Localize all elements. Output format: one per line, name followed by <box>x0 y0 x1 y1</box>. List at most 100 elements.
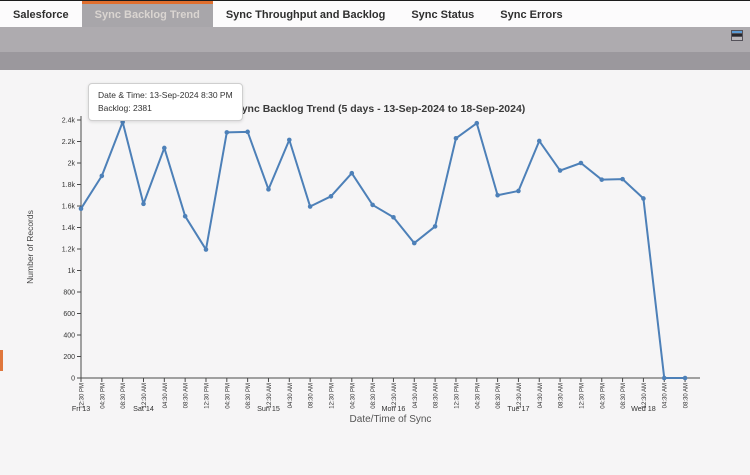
x-tick-label: 08:30 AM <box>309 383 315 408</box>
data-point[interactable] <box>516 188 521 194</box>
data-point[interactable] <box>182 213 188 219</box>
x-tick-label: 04:30 AM <box>288 383 294 408</box>
data-point[interactable] <box>557 168 563 173</box>
tab-sync-status[interactable]: Sync Status <box>411 9 475 21</box>
data-point[interactable] <box>245 129 250 135</box>
x-tick-label: 04:30 PM <box>600 383 606 409</box>
data-point[interactable] <box>287 137 292 143</box>
data-point[interactable] <box>474 120 480 126</box>
data-point[interactable] <box>307 204 313 209</box>
x-tick-label: 12:30 AM <box>267 383 273 408</box>
day-label: Mon 16 <box>381 404 405 413</box>
x-tick-label: 12:30 PM <box>204 383 210 409</box>
x-tick-label: 04:30 AM <box>163 383 169 408</box>
x-tick-label: 12:30 PM <box>80 383 86 409</box>
data-point[interactable] <box>78 206 84 211</box>
x-axis-title: Date/Time of Sync <box>350 414 432 425</box>
x-tick-label: 08:30 PM <box>371 383 377 409</box>
data-point[interactable] <box>141 201 146 207</box>
tooltip-datetime: Date & Time: 13-Sep-2024 8:30 PM <box>98 90 233 100</box>
data-point[interactable] <box>620 176 625 182</box>
day-label: Fri 13 <box>72 404 90 413</box>
chart-title: Sync Backlog Trend (5 days - 13-Sep-2024… <box>234 103 526 115</box>
x-tick-label: 12:30 PM <box>329 383 335 409</box>
y-tick-label: 1.2k <box>62 247 76 254</box>
day-label: Tue 17 <box>507 404 529 413</box>
data-point[interactable] <box>203 247 209 252</box>
y-tick-label: 2.2k <box>62 139 76 146</box>
x-tick-label: 12:30 AM <box>517 383 523 408</box>
y-tick-label: 1k <box>68 268 76 275</box>
data-point[interactable] <box>495 192 500 198</box>
y-tick-label: 400 <box>63 333 75 340</box>
x-tick-label: 04:30 AM <box>538 383 544 408</box>
x-tick-label: 12:30 AM <box>642 383 648 408</box>
window-icon-toolbar <box>732 34 742 36</box>
tab-sync-throughput-and-backlog[interactable]: Sync Throughput and Backlog <box>225 9 386 21</box>
day-label: Sun 15 <box>257 404 280 413</box>
x-tick-label: 04:30 PM <box>475 383 481 409</box>
y-tick-label: 1.6k <box>62 204 76 211</box>
x-tick-label: 08:30 AM <box>559 383 565 408</box>
y-tick-label: 0 <box>71 376 75 383</box>
x-tick-label: 12:30 AM <box>142 383 148 408</box>
x-tick-label: 08:30 PM <box>496 383 502 409</box>
data-point[interactable] <box>453 135 459 141</box>
data-point[interactable] <box>641 196 646 201</box>
data-point[interactable] <box>536 138 542 144</box>
data-point[interactable] <box>370 202 375 208</box>
secondary-strip <box>0 52 750 70</box>
x-tick-label: 12:30 PM <box>579 383 585 409</box>
window-icon[interactable] <box>731 30 743 41</box>
x-tick-label: 08:30 PM <box>621 383 627 409</box>
y-tick-label: 600 <box>63 311 75 318</box>
data-point[interactable] <box>328 194 334 199</box>
backlog-line <box>80 121 687 379</box>
x-tick-label: 04:30 AM <box>413 383 419 408</box>
chart-tooltip: Date & Time: 13-Sep-2024 8:30 PM Backlog… <box>88 83 243 122</box>
window-icon-titlebar <box>732 31 742 33</box>
data-point[interactable] <box>661 375 667 381</box>
data-point[interactable] <box>99 173 105 179</box>
chart-area: Sync Backlog Trend (5 days - 13-Sep-2024… <box>0 70 750 475</box>
data-point[interactable] <box>266 187 271 192</box>
data-point[interactable] <box>224 130 230 135</box>
data-point[interactable] <box>682 375 688 381</box>
y-tick-label: 2k <box>68 161 76 168</box>
left-edge-accent <box>0 350 3 371</box>
data-point[interactable] <box>162 145 167 151</box>
x-tick-label: 08:30 AM <box>684 383 690 408</box>
window-icon-body <box>732 37 742 40</box>
data-point[interactable] <box>432 224 438 229</box>
x-tick-label: 12:30 PM <box>454 383 460 409</box>
data-point[interactable] <box>349 170 355 176</box>
y-tick-label: 200 <box>63 354 75 361</box>
x-tick-label: 08:30 AM <box>184 383 190 408</box>
y-axis-title: Number of Records <box>25 210 35 284</box>
tooltip-backlog: Backlog: 2381 <box>98 103 152 114</box>
x-tick-label: 08:30 PM <box>121 383 127 409</box>
x-tick-label: 04:30 PM <box>350 383 356 409</box>
y-tick-label: 800 <box>63 290 75 297</box>
x-tick-label: 08:30 PM <box>246 383 252 409</box>
day-label: Wed 18 <box>631 404 656 413</box>
x-tick-label: 08:30 AM <box>434 383 440 408</box>
x-tick-label: 04:30 AM <box>663 383 669 408</box>
y-tick-label: 1.8k <box>62 182 76 189</box>
day-label: Sat 14 <box>133 404 154 413</box>
x-tick-label: 12:30 AM <box>392 383 398 408</box>
tab-sync-backlog-trend[interactable]: Sync Backlog Trend <box>81 1 213 27</box>
data-point[interactable] <box>578 160 584 166</box>
tab-sync-errors[interactable]: Sync Errors <box>500 9 563 21</box>
backlog-trend-chart[interactable]: 0 200 400 600 800 1k 1.2k 1.4k 1.6k 1.8k 2k 2.2k 2.4… <box>0 70 750 475</box>
data-point[interactable] <box>599 177 605 182</box>
data-point[interactable] <box>391 214 396 220</box>
x-tick-label: 04:30 PM <box>225 383 231 409</box>
y-tick-label: 2.4k <box>62 118 76 125</box>
tab-salesforce[interactable]: Salesforce <box>13 9 69 21</box>
data-point[interactable] <box>411 240 417 246</box>
toolbar-strip <box>0 27 750 52</box>
x-tick-label: 04:30 PM <box>100 383 106 409</box>
y-tick-label: 1.4k <box>62 225 76 232</box>
